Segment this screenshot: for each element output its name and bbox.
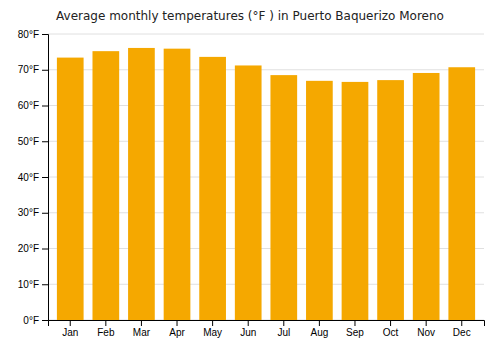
tick: Jan: [62, 320, 78, 338]
tick-label: 40°F: [18, 172, 39, 183]
bar: [57, 58, 84, 320]
tick: May: [203, 320, 222, 338]
tick: Jul: [277, 320, 290, 338]
tick: Oct: [383, 320, 399, 338]
bar: [306, 81, 333, 320]
tick: 80°F: [18, 29, 48, 40]
tick: Dec: [453, 320, 471, 338]
tick-label: Jun: [240, 327, 256, 338]
tick-label: Dec: [453, 327, 471, 338]
tick-mark: [42, 320, 48, 321]
bars: [57, 48, 475, 320]
tick-mark: [42, 106, 48, 107]
tick: 50°F: [18, 136, 48, 147]
tick-mark: [105, 320, 106, 326]
tick-label: 50°F: [18, 136, 39, 147]
tick: Mar: [133, 320, 151, 338]
tick-label: 0°F: [23, 315, 39, 326]
tick-label: Sep: [346, 327, 364, 338]
tick-mark: [177, 320, 178, 326]
tick: 20°F: [18, 243, 48, 254]
tick: 10°F: [18, 279, 48, 290]
tick-mark: [319, 320, 320, 326]
tick-mark: [390, 320, 391, 326]
tick: Aug: [310, 320, 328, 338]
axis-line: [49, 321, 485, 327]
tick: Apr: [169, 320, 185, 338]
tick: 60°F: [18, 100, 48, 111]
bar: [199, 57, 226, 320]
tick-label: Aug: [310, 327, 328, 338]
tick: Nov: [417, 320, 435, 338]
tick-label: Oct: [383, 327, 399, 338]
chart: Average monthly temperatures (°F ) in Pu…: [0, 0, 500, 350]
tick-mark: [426, 320, 427, 326]
tick-label: Mar: [133, 327, 151, 338]
tick-label: 60°F: [18, 100, 39, 111]
title: Average monthly temperatures (°F ) in Pu…: [56, 9, 444, 23]
tick-label: Jan: [62, 327, 78, 338]
bar: [377, 80, 404, 320]
tick-label: 80°F: [18, 29, 39, 40]
plot: 0°F 10°F 20°F 30°F 40°F 50°F 60°F 70°F 80°F Jan Fe…: [18, 29, 485, 338]
x-axis: Jan Feb Mar Apr May Jun Jul Aug Sep Oct Nov Dec: [49, 320, 485, 338]
tick-label: Nov: [417, 327, 435, 338]
tick: 70°F: [18, 64, 48, 75]
bar: [235, 65, 262, 320]
grid-line: [48, 34, 484, 35]
tick-mark: [42, 249, 48, 250]
bar: [413, 73, 440, 320]
tick-mark: [42, 34, 48, 35]
tick: Feb: [97, 320, 115, 338]
tick-label: Apr: [169, 327, 185, 338]
tick-label: Feb: [97, 327, 115, 338]
tick-mark: [42, 70, 48, 71]
y-axis: 0°F 10°F 20°F 30°F 40°F 50°F 60°F 70°F 80°F: [18, 29, 49, 326]
tick: Jun: [240, 320, 256, 338]
tick-mark: [70, 320, 71, 326]
tick-label: 10°F: [18, 279, 39, 290]
bar: [128, 48, 155, 320]
tick-mark: [212, 320, 213, 326]
tick-mark: [354, 320, 355, 326]
tick: 0°F: [23, 315, 48, 326]
tick-label: May: [203, 327, 222, 338]
bar: [270, 75, 297, 320]
tick-label: 30°F: [18, 207, 39, 218]
tick: 30°F: [18, 207, 48, 218]
tick-mark: [42, 284, 48, 285]
bar: [342, 82, 369, 320]
bar: [92, 51, 119, 320]
tick-mark: [248, 320, 249, 326]
axis-line: [42, 35, 49, 321]
tick-label: Jul: [277, 327, 290, 338]
tick-mark: [42, 141, 48, 142]
tick-mark: [461, 320, 462, 326]
tick-mark: [42, 213, 48, 214]
grid: [48, 34, 484, 320]
tick-label: 70°F: [18, 64, 39, 75]
bar: [164, 49, 191, 320]
tick-mark: [283, 320, 284, 326]
tick-label: 20°F: [18, 243, 39, 254]
tick-mark: [141, 320, 142, 326]
tick: 40°F: [18, 172, 48, 183]
bar: [448, 67, 475, 320]
tick-mark: [42, 177, 48, 178]
tick: Sep: [346, 320, 364, 338]
